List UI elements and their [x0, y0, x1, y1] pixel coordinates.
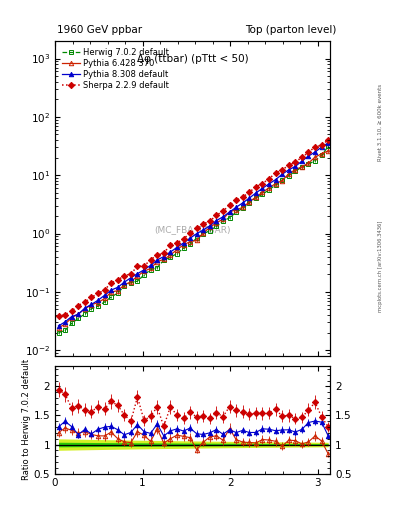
- Y-axis label: Ratio to Herwig 7.0.2 default: Ratio to Herwig 7.0.2 default: [22, 359, 31, 480]
- Text: mcplots.cern.ch [arXiv:1306.3436]: mcplots.cern.ch [arXiv:1306.3436]: [378, 221, 383, 312]
- Text: (MC_FBA_TTBAR): (MC_FBA_TTBAR): [154, 225, 231, 234]
- Text: Top (parton level): Top (parton level): [244, 25, 336, 35]
- Text: 1960 GeV ppbar: 1960 GeV ppbar: [57, 25, 142, 35]
- Text: Rivet 3.1.10, ≥ 600k events: Rivet 3.1.10, ≥ 600k events: [378, 84, 383, 161]
- Text: Δφ (t̅tbar) (pTtt < 50): Δφ (t̅tbar) (pTtt < 50): [137, 54, 248, 63]
- Legend: Herwig 7.0.2 default, Pythia 6.428 370, Pythia 8.308 default, Sherpa 2.2.9 defau: Herwig 7.0.2 default, Pythia 6.428 370, …: [59, 45, 172, 92]
